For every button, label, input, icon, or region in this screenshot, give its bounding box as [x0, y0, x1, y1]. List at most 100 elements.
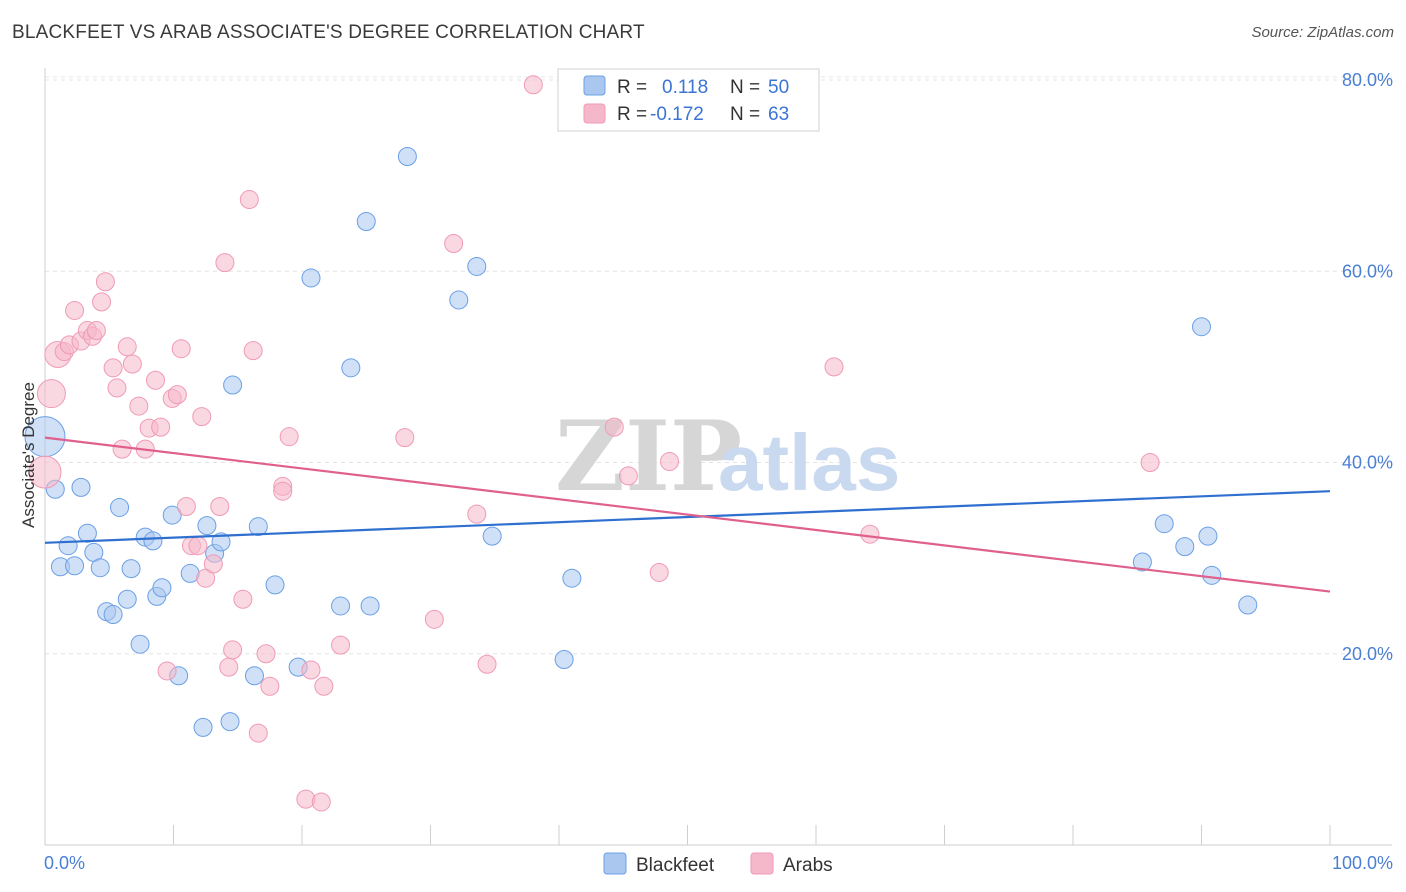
point-blackfeet — [1198, 526, 1218, 546]
point-blackfeet — [143, 531, 163, 551]
point-arabs — [424, 609, 444, 629]
bottom-legend-label-blackfeet: Blackfeet — [636, 855, 715, 876]
point-arabs — [824, 357, 844, 377]
point-arabs — [296, 789, 316, 809]
point-arabs — [188, 536, 208, 556]
legend-r-label: R = — [617, 104, 647, 125]
point-arabs — [273, 481, 293, 501]
point-blackfeet — [220, 712, 240, 732]
point-blackfeet — [467, 256, 487, 276]
point-blackfeet — [77, 523, 97, 543]
point-arabs — [129, 396, 149, 416]
point-arabs — [1140, 453, 1160, 472]
series-legend: Blackfeet Arabs — [603, 852, 833, 876]
point-arabs — [112, 439, 132, 459]
point-blackfeet — [71, 477, 91, 497]
point-blackfeet — [152, 578, 172, 598]
point-blackfeet — [58, 536, 78, 556]
point-arabs — [210, 496, 230, 516]
point-arabs — [192, 407, 212, 427]
tick-labels: 20.0% 40.0% 60.0% 80.0% 0.0% 100.0% — [44, 70, 1393, 873]
legend-n-value: 50 — [768, 77, 789, 98]
point-arabs — [167, 385, 187, 405]
chart-source: Source: ZipAtlas.com — [1251, 24, 1394, 41]
point-blackfeet — [130, 634, 150, 654]
point-arabs — [65, 300, 85, 320]
watermark: ZIP atlas — [555, 400, 900, 513]
point-arabs — [256, 644, 276, 664]
point-arabs — [223, 640, 243, 660]
point-blackfeet — [1202, 565, 1222, 585]
bottom-legend-swatch-arabs — [750, 852, 774, 875]
point-blackfeet — [301, 268, 321, 288]
legend-n-value: 63 — [768, 104, 789, 125]
y-tick-label: 60.0% — [1342, 261, 1393, 281]
point-arabs — [95, 272, 115, 292]
point-blackfeet — [1238, 595, 1258, 615]
point-blackfeet — [117, 589, 137, 609]
point-arabs — [151, 417, 171, 437]
point-blackfeet — [1154, 514, 1174, 534]
point-blackfeet — [482, 526, 502, 546]
legend-swatch-arabs — [583, 103, 606, 124]
point-arabs — [523, 75, 543, 95]
legend-r-value: -0.172 — [650, 104, 704, 125]
point-blackfeet — [1192, 317, 1211, 337]
point-arabs — [239, 190, 259, 210]
watermark-zip: ZIP — [555, 400, 742, 513]
y-tick-label: 40.0% — [1342, 453, 1393, 473]
point-blackfeet — [360, 596, 380, 616]
point-arabs — [122, 354, 142, 374]
point-arabs — [860, 524, 880, 544]
point-blackfeet — [103, 605, 123, 625]
legend-n-label: N = — [730, 77, 760, 98]
point-blackfeet — [197, 516, 217, 536]
point-arabs — [219, 657, 239, 677]
point-blackfeet — [211, 532, 231, 552]
x-tick-label: 0.0% — [44, 853, 85, 873]
trend-line-arabs — [44, 436, 1331, 593]
point-blackfeet — [244, 666, 264, 686]
point-arabs — [279, 427, 299, 447]
point-blackfeet — [193, 717, 213, 737]
point-blackfeet — [265, 575, 285, 595]
bottom-legend-label-arabs: Arabs — [783, 855, 833, 876]
point-blackfeet — [341, 358, 361, 378]
point-arabs — [176, 496, 196, 516]
point-arabs — [395, 428, 415, 448]
data-points — [24, 75, 1258, 812]
point-blackfeet — [1175, 537, 1195, 557]
point-blackfeet — [356, 212, 376, 232]
point-arabs — [117, 337, 137, 357]
grid-lines — [45, 76, 1392, 655]
trend-lines — [44, 436, 1331, 593]
point-blackfeet — [223, 375, 243, 395]
point-blackfeet — [90, 558, 110, 578]
point-blackfeet — [65, 556, 85, 576]
point-arabs — [86, 321, 106, 341]
point-arabs — [477, 654, 497, 674]
point-arabs — [618, 466, 638, 486]
point-arabs — [248, 723, 268, 743]
legend-n-label: N = — [730, 104, 760, 125]
point-blackfeet — [1132, 552, 1152, 572]
legend-r-label: R = — [617, 77, 647, 98]
point-arabs — [314, 676, 334, 696]
bottom-legend-swatch-blackfeet — [603, 852, 627, 875]
point-arabs — [604, 417, 624, 437]
point-arabs — [444, 234, 464, 254]
point-arabs — [260, 676, 280, 696]
y-tick-label: 80.0% — [1342, 70, 1393, 90]
point-blackfeet — [121, 559, 141, 579]
point-arabs — [28, 455, 62, 489]
point-arabs — [146, 370, 166, 390]
point-blackfeet — [554, 649, 574, 669]
point-arabs — [107, 378, 127, 398]
point-arabs — [331, 635, 351, 655]
point-arabs — [157, 661, 177, 681]
trend-line-blackfeet — [44, 490, 1331, 544]
point-blackfeet — [331, 596, 351, 616]
point-arabs — [243, 341, 263, 361]
point-arabs — [233, 589, 253, 609]
point-blackfeet — [248, 517, 268, 537]
